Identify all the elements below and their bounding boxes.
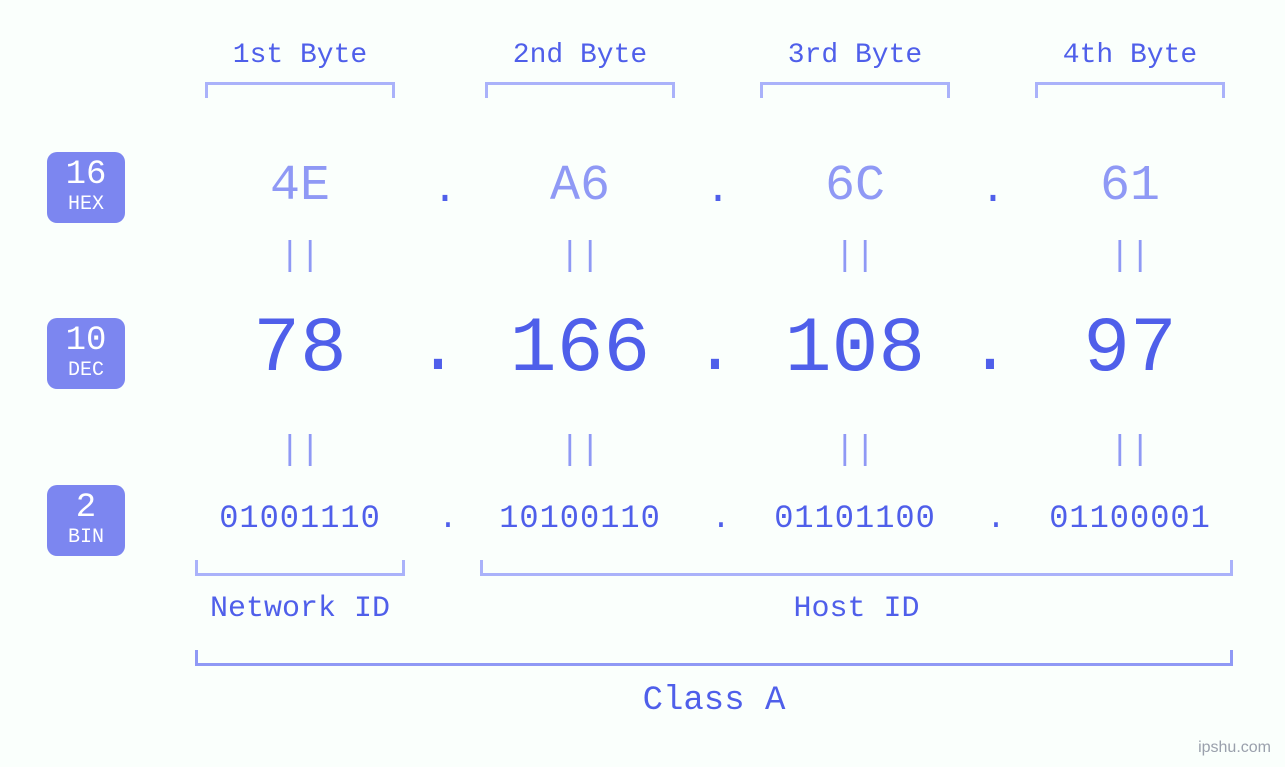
byte-header-1: 1st Byte — [200, 40, 400, 71]
class-label: Class A — [195, 682, 1233, 720]
equals-icon: || — [1105, 238, 1155, 276]
ip-diagram: 1st Byte 2nd Byte 3rd Byte 4th Byte 16 H… — [0, 0, 1285, 767]
byte-bracket-4 — [1035, 82, 1225, 98]
dec-byte-4: 97 — [1020, 306, 1240, 394]
dec-byte-3: 108 — [745, 306, 965, 394]
equals-icon: || — [275, 238, 325, 276]
equals-icon: || — [1105, 432, 1155, 470]
byte-header-2: 2nd Byte — [480, 40, 680, 71]
byte-bracket-2 — [485, 82, 675, 98]
base-badge-dec: 10 DEC — [47, 318, 125, 389]
base-number: 2 — [47, 491, 125, 527]
base-abbr: DEC — [47, 360, 125, 381]
network-id-bracket — [195, 560, 405, 576]
hex-byte-2: A6 — [480, 158, 680, 215]
dec-dot-2: . — [685, 312, 745, 391]
bin-dot-3: . — [976, 500, 1016, 537]
hex-byte-4: 61 — [1030, 158, 1230, 215]
hex-byte-1: 4E — [200, 158, 400, 215]
host-id-bracket — [480, 560, 1233, 576]
hex-byte-3: 6C — [755, 158, 955, 215]
equals-icon: || — [555, 238, 605, 276]
equals-icon: || — [830, 238, 880, 276]
equals-icon: || — [275, 432, 325, 470]
hex-dot-2: . — [693, 166, 743, 214]
bin-dot-2: . — [701, 500, 741, 537]
base-abbr: BIN — [47, 527, 125, 548]
base-number: 16 — [47, 158, 125, 194]
base-abbr: HEX — [47, 194, 125, 215]
byte-header-3: 3rd Byte — [755, 40, 955, 71]
dec-byte-1: 78 — [190, 306, 410, 394]
bin-byte-2: 10100110 — [460, 500, 700, 537]
bin-byte-1: 01001110 — [180, 500, 420, 537]
dec-dot-3: . — [960, 312, 1020, 391]
byte-header-4: 4th Byte — [1030, 40, 1230, 71]
base-badge-hex: 16 HEX — [47, 152, 125, 223]
dec-byte-2: 166 — [470, 306, 690, 394]
hex-dot-1: . — [420, 166, 470, 214]
class-bracket — [195, 650, 1233, 666]
byte-bracket-3 — [760, 82, 950, 98]
watermark: ipshu.com — [1198, 739, 1271, 757]
base-badge-bin: 2 BIN — [47, 485, 125, 556]
dec-dot-1: . — [408, 312, 468, 391]
equals-icon: || — [830, 432, 880, 470]
host-id-label: Host ID — [480, 592, 1233, 626]
bin-byte-4: 01100001 — [1010, 500, 1250, 537]
network-id-label: Network ID — [195, 592, 405, 626]
hex-dot-3: . — [968, 166, 1018, 214]
equals-icon: || — [555, 432, 605, 470]
bin-dot-1: . — [428, 500, 468, 537]
base-number: 10 — [47, 324, 125, 360]
bin-byte-3: 01101100 — [735, 500, 975, 537]
byte-bracket-1 — [205, 82, 395, 98]
